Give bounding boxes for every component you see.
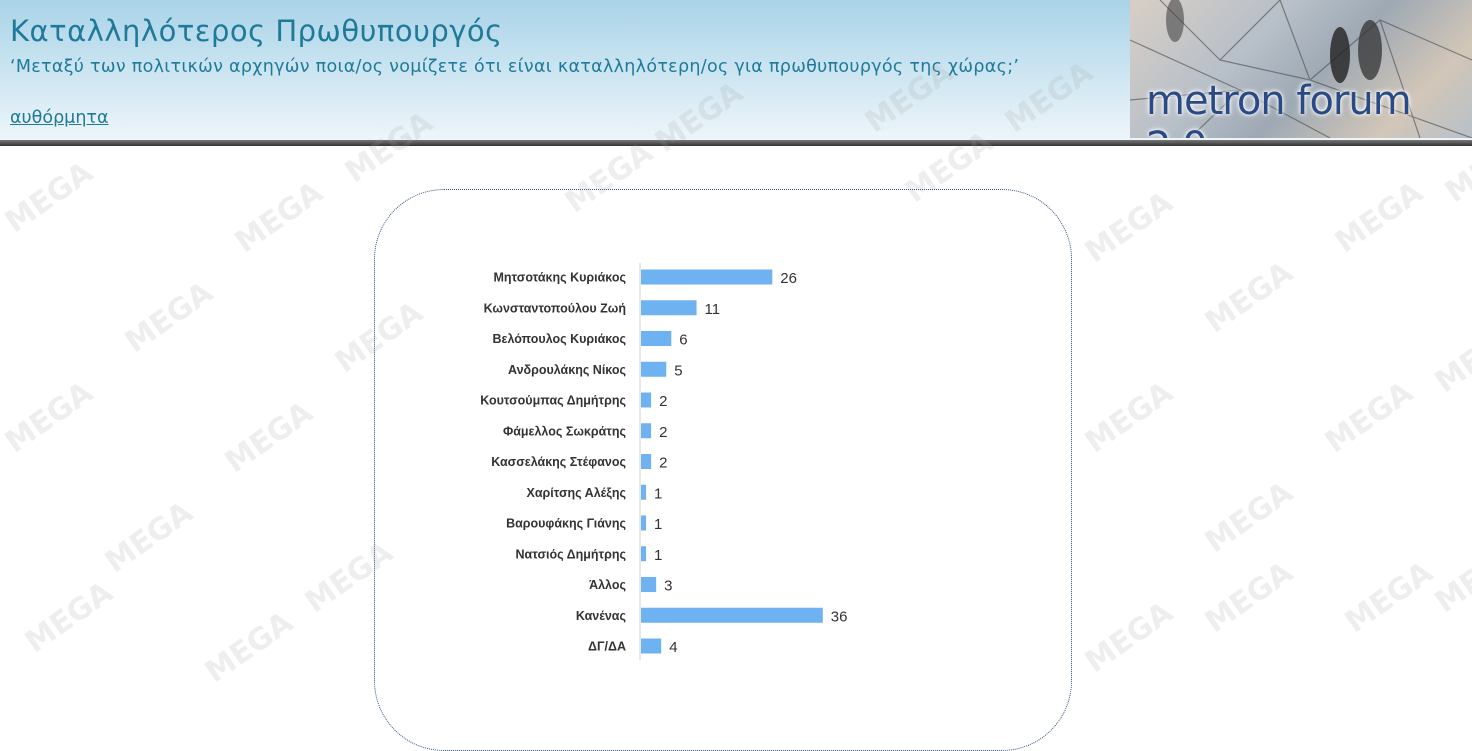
category-label: Άλλος xyxy=(589,578,626,592)
bar xyxy=(641,484,647,500)
data-label: 36 xyxy=(831,608,848,625)
category-label: Χαρίτσης Αλέξης xyxy=(527,486,626,500)
data-label: 1 xyxy=(654,547,662,564)
data-label: 3 xyxy=(664,578,672,595)
data-label: 1 xyxy=(654,516,662,533)
category-label: Κασσελάκης Στέφανος xyxy=(491,455,626,469)
bar xyxy=(641,546,647,562)
logo-pattern xyxy=(1130,0,1472,138)
category-label: Νατσιός Δημήτρης xyxy=(516,547,626,561)
category-label: Ανδρουλάκης Νίκος xyxy=(508,363,626,377)
metron-forum-logo: metron forum 2.0 xyxy=(1130,0,1472,138)
spontaneous-link[interactable]: αυθόρμητα xyxy=(10,108,109,128)
header-divider xyxy=(0,140,1472,146)
bar xyxy=(641,392,652,408)
header-banner: Καταλληλότερος Πρωθυπουργός ‘Μεταξύ των … xyxy=(0,0,1472,142)
data-label: 5 xyxy=(674,362,682,379)
data-label: 2 xyxy=(659,455,667,472)
bar xyxy=(641,638,662,654)
category-label: Κανένας xyxy=(576,609,626,623)
category-label: Βελόπουλος Κυριάκος xyxy=(493,332,626,346)
data-label: 4 xyxy=(669,639,677,656)
bar xyxy=(641,423,652,439)
bar xyxy=(641,300,697,316)
question-subtitle: ‘Μεταξύ των πολιτικών αρχηγών ποια/ος νο… xyxy=(10,57,1020,77)
category-label: ΔΓ/ΔΑ xyxy=(588,640,626,654)
category-label: Κωνσταντοπούλου Ζωή xyxy=(484,301,626,315)
data-label: 26 xyxy=(780,270,797,287)
bar xyxy=(641,331,672,346)
logo-text: metron forum 2.0 xyxy=(1146,78,1412,138)
data-label: 2 xyxy=(659,424,667,441)
bar xyxy=(641,607,823,623)
data-label: 1 xyxy=(654,485,662,502)
bar xyxy=(641,269,773,285)
data-label: 6 xyxy=(679,332,687,349)
category-label: Φάμελλος Σωκράτης xyxy=(503,424,626,438)
data-label: 2 xyxy=(659,393,667,410)
category-label: Βαρουφάκης Γιάνης xyxy=(506,517,626,531)
bar xyxy=(641,361,667,377)
category-label: Μητσοτάκης Κυριάκος xyxy=(494,271,627,285)
bar xyxy=(641,577,657,592)
bar xyxy=(641,515,647,531)
bar xyxy=(641,454,652,469)
data-label: 11 xyxy=(705,301,721,318)
category-label: Κουτσούμπας Δημήτρης xyxy=(480,394,626,408)
page-title: Καταλληλότερος Πρωθυπουργός xyxy=(10,14,503,48)
